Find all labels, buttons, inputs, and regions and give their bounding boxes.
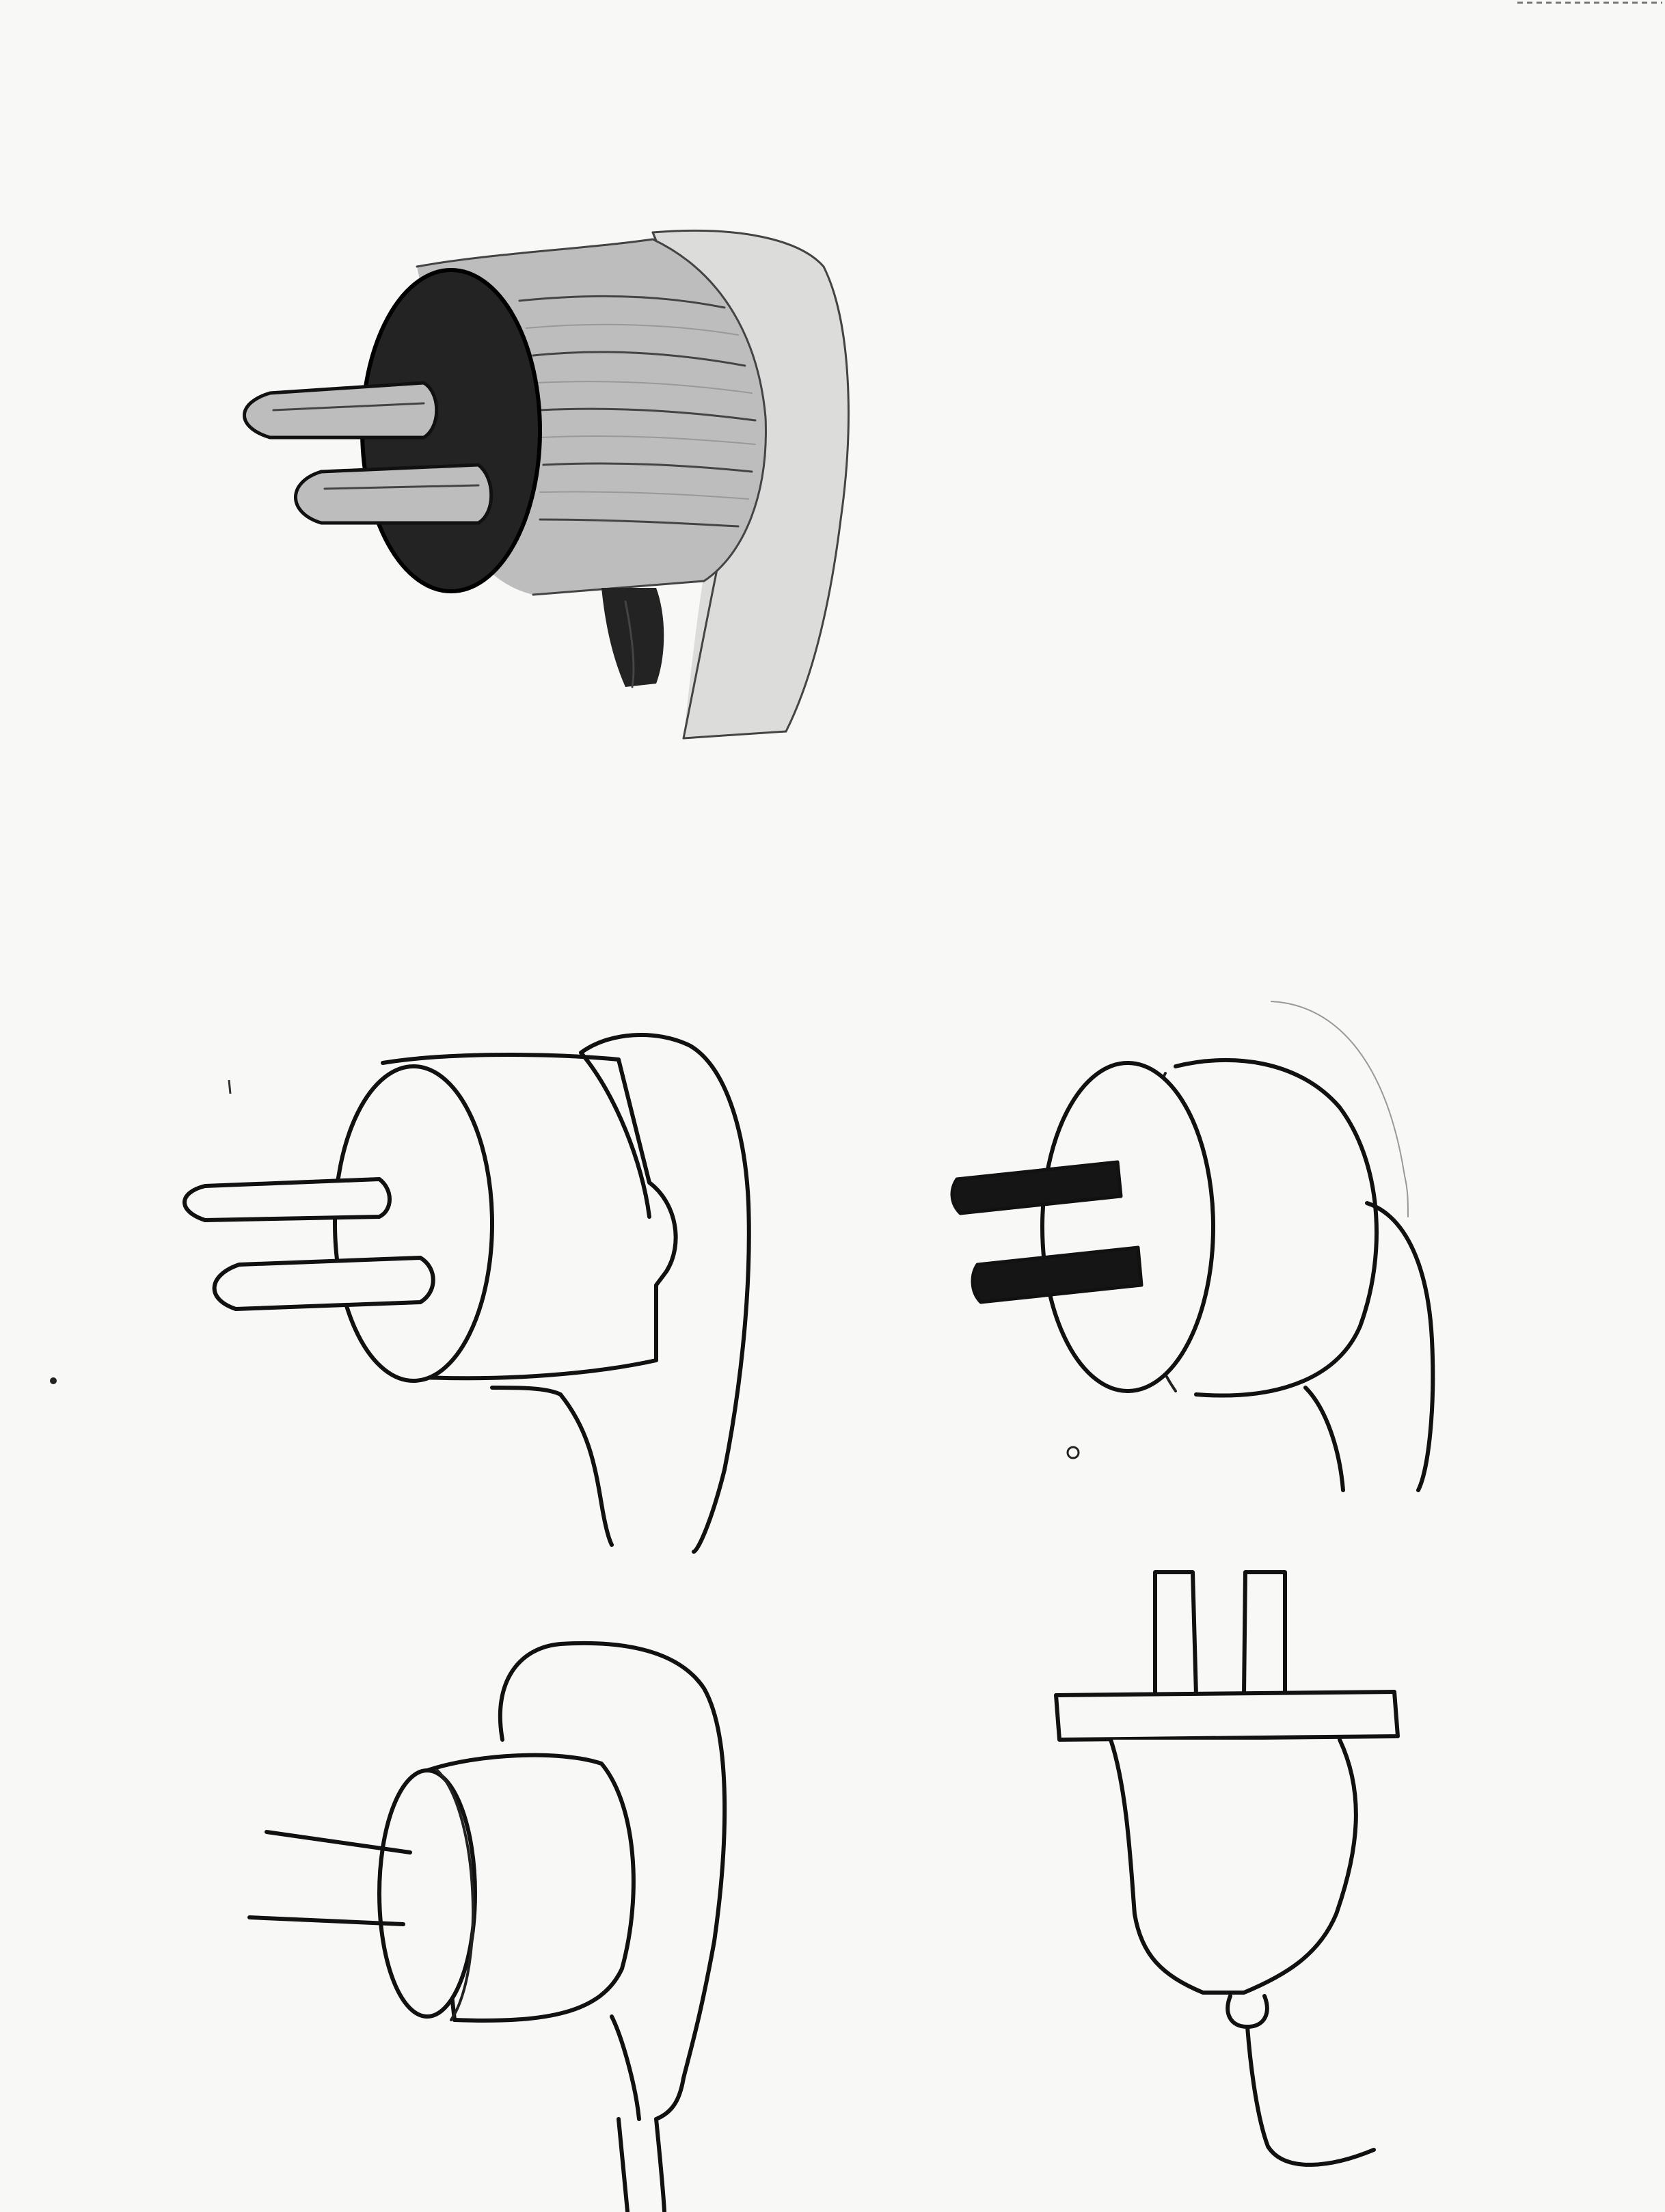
plug-bottom-left <box>247 1641 727 2212</box>
plug-ml-body-outline <box>381 1053 678 1381</box>
plug-bl-rim-inner <box>436 1769 475 2021</box>
plug-ml-cord-joint <box>490 1386 563 1397</box>
plug-mr-prong-upper <box>950 1160 1123 1215</box>
plug-middle-right <box>950 1001 1435 1492</box>
plug-ml-prong-lower <box>212 1256 435 1311</box>
plug-mr-front-face <box>1040 1061 1215 1393</box>
plug-br-cord <box>1245 2025 1376 2167</box>
plug-top-body-outline <box>416 238 767 596</box>
plug-ml-front-face <box>333 1064 494 1383</box>
plug-bl-body <box>425 1753 636 2023</box>
plug-bl-cord-right <box>654 2117 666 2212</box>
plug-mr-prong-lower <box>971 1245 1143 1304</box>
plug-top-body-hatching <box>518 295 757 528</box>
plug-mr-cord-left-edge <box>1303 1386 1345 1492</box>
plug-ml-prong-upper <box>182 1177 392 1222</box>
plug-br-strain-relief <box>1226 1994 1269 2029</box>
plug-br-body <box>1109 1738 1358 1995</box>
plug-ml-cord-right-edge <box>579 1032 751 1554</box>
plug-mr-body-outline <box>1174 1057 1379 1398</box>
plug-bl-wall-outline <box>498 1641 727 2121</box>
stray-tick <box>228 1079 232 1094</box>
plug-bl-cord-inner <box>610 2014 641 2121</box>
plug-bottom-right <box>1054 1570 1400 2167</box>
plug-top-ground-prong <box>601 588 664 687</box>
shaded-plug-top <box>243 229 850 740</box>
plug-top-wall-outline <box>651 229 850 740</box>
plug-bl-prong-upper <box>265 1830 412 1854</box>
plug-br-prong-right <box>1242 1570 1287 1697</box>
plug-mr-cord-right-edge <box>1365 1201 1435 1492</box>
stray-dot <box>50 1377 57 1384</box>
plug-ml-cord-left-edge <box>558 1392 614 1547</box>
plug-ml-wall-edge <box>579 1051 651 1219</box>
plug-br-prong-left <box>1153 1570 1198 1697</box>
plug-mr-faint-wall-arc <box>1271 1001 1409 1217</box>
plug-bl-front-face <box>377 1768 477 2019</box>
plug-mr-small-mark <box>1066 1446 1080 1459</box>
plug-middle-left <box>182 1032 751 1554</box>
plug-top-prong-upper <box>243 381 439 440</box>
plug-bl-cord-left <box>617 2117 630 2212</box>
plug-top-prong-lower <box>294 463 493 525</box>
plug-bl-prong-lower <box>247 1915 405 1926</box>
plug-br-flange <box>1054 1690 1400 1742</box>
